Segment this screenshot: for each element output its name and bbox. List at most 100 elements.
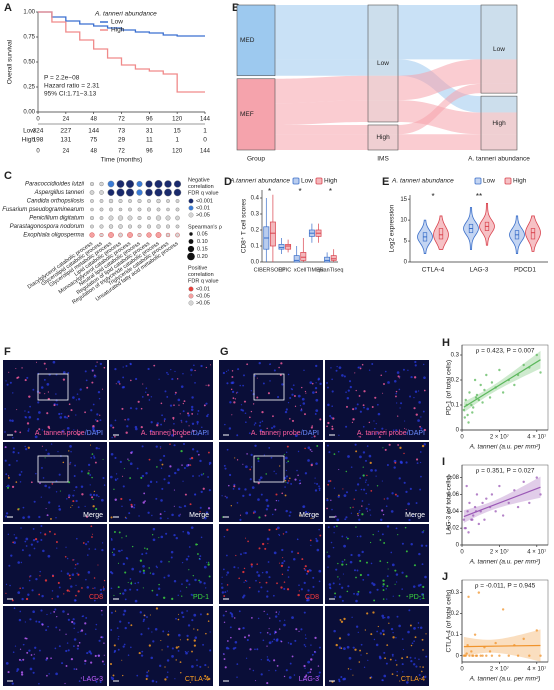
nucleus	[263, 454, 265, 456]
nucleus	[196, 413, 199, 415]
nucleus	[36, 417, 40, 421]
dot	[89, 215, 95, 221]
nucleus	[111, 436, 113, 439]
legend-title: Spearman's ρ	[188, 224, 222, 230]
signal	[394, 569, 397, 572]
signal	[422, 666, 424, 668]
nucleus	[425, 544, 428, 547]
signal	[327, 421, 330, 425]
nucleus	[77, 506, 80, 509]
signal	[21, 367, 23, 369]
nucleus	[70, 585, 73, 588]
signal	[399, 446, 402, 449]
nucleus	[166, 645, 169, 648]
signal	[80, 677, 83, 679]
nucleus	[376, 630, 379, 633]
flow	[275, 75, 368, 104]
signal	[256, 377, 258, 379]
nucleus	[407, 630, 410, 634]
nucleus	[226, 382, 229, 385]
signal	[274, 631, 277, 634]
nucleus	[170, 368, 172, 371]
signal	[361, 363, 364, 366]
signal	[158, 537, 160, 539]
signal	[399, 377, 401, 379]
nucleus	[62, 371, 66, 374]
nucleus	[87, 571, 91, 574]
nucleus	[151, 679, 155, 683]
dot	[90, 207, 94, 212]
signal	[247, 540, 249, 543]
nucleus	[268, 641, 272, 645]
node	[236, 78, 276, 151]
signal	[207, 507, 211, 510]
nucleus	[250, 565, 253, 568]
signal	[425, 633, 427, 635]
x-tick-label: 0	[460, 550, 464, 556]
nucleus	[128, 512, 131, 515]
signal	[238, 627, 241, 631]
nucleus	[398, 624, 401, 628]
nucleus	[329, 587, 332, 590]
risk-count: 198	[33, 137, 44, 144]
nucleus	[286, 461, 288, 464]
nucleus	[327, 444, 329, 447]
signal	[288, 480, 290, 482]
annotation: P = 2.2e−08	[44, 75, 80, 82]
nucleus	[40, 539, 43, 542]
signal	[130, 451, 133, 454]
nucleus	[114, 456, 117, 460]
signal	[238, 577, 240, 580]
signal	[223, 621, 226, 623]
nucleus	[347, 455, 350, 458]
point	[474, 510, 478, 513]
nucleus	[72, 618, 75, 621]
signal	[122, 674, 124, 677]
nucleus	[242, 494, 245, 498]
nucleus	[204, 664, 207, 667]
confidence-band	[463, 476, 541, 523]
nucleus	[338, 583, 341, 586]
nucleus	[244, 552, 247, 555]
nucleus	[245, 465, 248, 469]
box	[278, 244, 285, 250]
nucleus	[167, 481, 170, 485]
nucleus	[350, 466, 353, 468]
nucleus	[88, 548, 91, 550]
nucleus	[370, 469, 373, 472]
nucleus	[407, 502, 411, 506]
signal	[371, 406, 374, 408]
nucleus	[25, 447, 28, 451]
nucleus	[164, 510, 166, 513]
signal	[92, 425, 95, 428]
nucleus	[254, 444, 257, 447]
nucleus	[248, 432, 251, 435]
signal	[228, 484, 230, 487]
risk-count: 75	[90, 137, 98, 144]
signal	[186, 586, 188, 588]
nucleus	[192, 475, 194, 477]
nucleus	[423, 376, 426, 379]
nucleus	[196, 450, 199, 453]
violin	[433, 215, 449, 250]
nucleus	[265, 498, 269, 502]
signal	[103, 579, 106, 582]
point	[474, 396, 478, 399]
nucleus	[55, 491, 58, 493]
point	[507, 501, 510, 505]
nucleus	[89, 652, 93, 655]
dot	[137, 207, 142, 212]
x-tick-label: xCell	[294, 267, 306, 273]
image-label-part: Merge	[299, 512, 319, 519]
signal	[46, 412, 49, 415]
nucleus	[20, 561, 23, 564]
signal	[164, 678, 167, 681]
nucleus	[318, 569, 322, 573]
nucleus	[346, 397, 350, 400]
legend-title: Negative	[188, 177, 210, 183]
nucleus	[412, 585, 416, 588]
nucleus	[136, 674, 139, 677]
signal	[160, 447, 162, 449]
nucleus	[413, 627, 416, 630]
nucleus	[198, 475, 201, 477]
